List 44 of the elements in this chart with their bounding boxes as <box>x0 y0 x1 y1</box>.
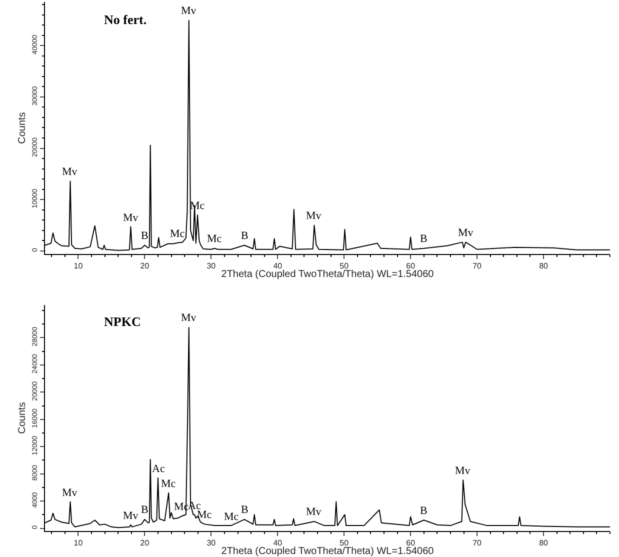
annotation: Mc <box>207 233 222 245</box>
text: NPKC <box>104 314 141 329</box>
x-axis-title: 2Theta (Coupled TwoTheta/Theta) WL=1.54060 <box>221 269 434 280</box>
x-tick-label: 20 <box>140 262 150 271</box>
annotation: Mv <box>62 487 78 499</box>
annotation: Mv <box>455 465 471 477</box>
annotation: Mc <box>161 478 176 490</box>
annotation: Mv <box>306 506 322 518</box>
annotation: Mv <box>306 210 322 222</box>
annotation: Mv <box>123 212 139 224</box>
annotation: Mc <box>224 511 239 523</box>
x-tick-label: 10 <box>74 538 84 548</box>
annotation: Mv <box>181 312 197 324</box>
annotation: B <box>141 504 148 516</box>
annotation: Mv <box>181 5 197 17</box>
text: No fert. <box>104 12 147 27</box>
x-tick-label: 60 <box>406 262 416 271</box>
x-tick-label: 10 <box>74 262 84 271</box>
annotation: Mv <box>62 166 78 178</box>
annotation: Ac <box>152 463 165 475</box>
x-tick-label: 50 <box>340 538 350 548</box>
x-tick-label: 40 <box>273 262 283 271</box>
x-tick-label: 80 <box>539 262 549 271</box>
x-tick-label: 50 <box>340 262 350 271</box>
x-tick-label: 20 <box>140 538 150 548</box>
x-tick-label: 80 <box>539 538 549 548</box>
annotation: Mc <box>197 509 212 521</box>
x-tick-label: 30 <box>206 262 216 271</box>
y-axis-title: Counts <box>17 112 28 144</box>
annotation: B <box>241 504 248 516</box>
annotation: Mc <box>170 228 185 240</box>
x-tick-label: 60 <box>406 538 416 548</box>
annotation: B <box>420 505 428 517</box>
x-axis-title: 2Theta (Coupled TwoTheta/Theta) WL=1.54060 <box>221 546 434 557</box>
annotation: Mv <box>458 227 474 239</box>
annotation: B <box>241 230 248 242</box>
x-tick-label: 40 <box>273 538 283 548</box>
annotation: Mv <box>123 510 139 522</box>
x-tick-label: 70 <box>472 262 482 271</box>
annotation: B <box>420 233 428 245</box>
annotation: B <box>141 230 148 242</box>
x-tick-label: 30 <box>206 538 216 548</box>
y-axis-title: Counts <box>17 402 28 434</box>
x-tick-label: 70 <box>472 538 482 548</box>
